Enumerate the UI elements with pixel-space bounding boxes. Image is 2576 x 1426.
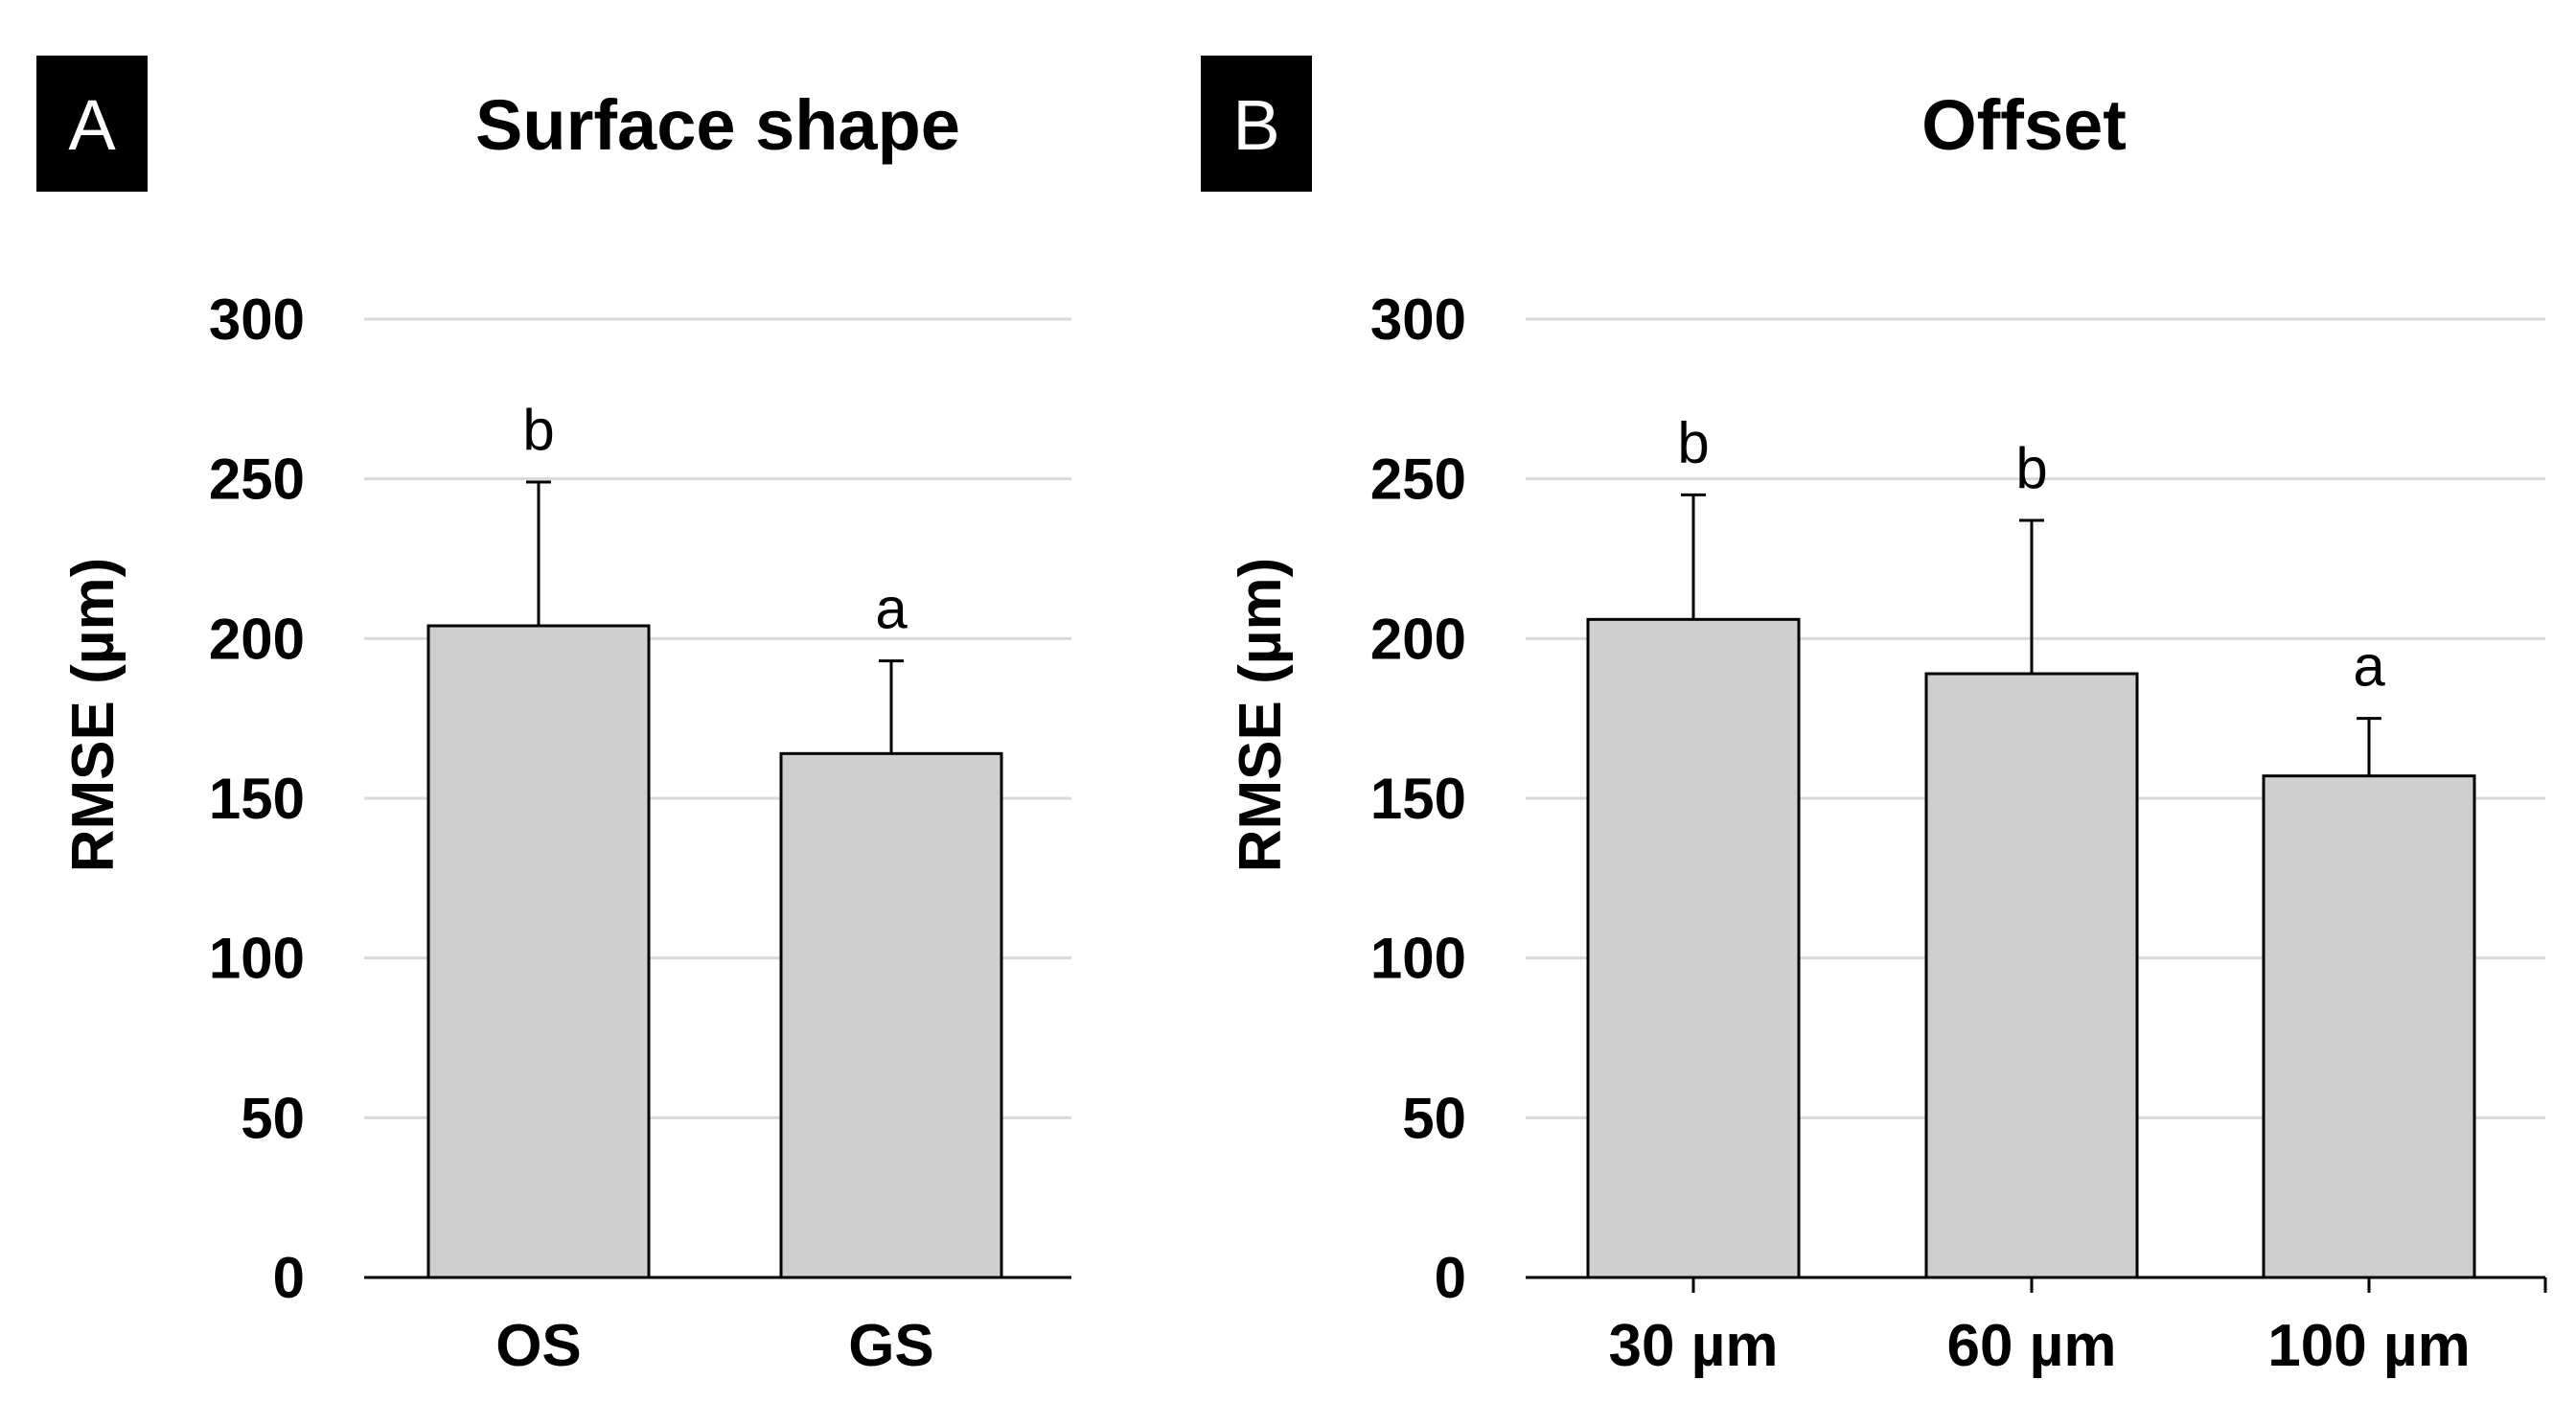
panel-a-significance-label: b: [522, 398, 554, 462]
panel-b-significance-label: b: [2015, 436, 2047, 500]
panel-a-bar: [779, 751, 1003, 1279]
panel-a-significance-label: a: [875, 577, 908, 641]
panel-b-title: Offset: [1921, 85, 2127, 165]
panel-b-category-label: 30 µm: [1608, 1313, 1778, 1379]
panel-b-bar: [1586, 617, 1801, 1279]
panel-b-significance-label: a: [2353, 634, 2385, 699]
panel-a-y-tick-label: 0: [273, 1246, 305, 1310]
panel-b-y-tick-label: 300: [1370, 288, 1466, 352]
panel-b-bar: [2262, 774, 2476, 1279]
panel-a-plot: 0 50 100 150 200 250 300 b OS a GS: [209, 288, 1071, 1379]
panel-a-category-label: OS: [495, 1313, 582, 1379]
panel-b-plot: 0 50 100 150 200 250 300 b 30 µm b 60 µm a 100 µm: [1370, 288, 2547, 1379]
panel-b-y-tick-label: 50: [1402, 1086, 1466, 1150]
panel-a-y-axis-label: RMSE (µm): [60, 558, 126, 873]
panel-b-category-label: 100 µm: [2267, 1313, 2471, 1379]
panel-a-bar: [426, 624, 651, 1279]
panel-a-label: A: [68, 85, 116, 165]
panel-b: B Offset RMSE (µm) 0 50 100 150 200 250 300 b 30…: [1201, 56, 2547, 1379]
panel-a-y-tick-label: 250: [209, 448, 305, 512]
panel-b-y-tick-label: 100: [1370, 927, 1466, 991]
panel-a-y-tick-label: 200: [209, 607, 305, 671]
panel-b-y-tick-label: 0: [1435, 1246, 1466, 1310]
panel-b-y-tick-label: 150: [1370, 767, 1466, 831]
panel-b-bar: [1924, 672, 2139, 1279]
panel-b-significance-label: b: [1677, 410, 1709, 474]
panel-b-y-axis-label: RMSE (µm): [1228, 558, 1294, 873]
panel-b-label-box: [1201, 56, 1312, 192]
panel-a-y-tick-label: 100: [209, 927, 305, 991]
panel-a-y-tick-label: 150: [209, 767, 305, 831]
panel-a-y-tick-label: 300: [209, 288, 305, 352]
panel-b-y-tick-label: 250: [1370, 448, 1466, 512]
panel-b-category-label: 60 µm: [1946, 1313, 2116, 1379]
panel-b-label: B: [1232, 85, 1279, 165]
panel-b-y-tick-label: 200: [1370, 607, 1466, 671]
panel-a-label-box: [36, 56, 148, 192]
panel-a-category-label: GS: [848, 1313, 934, 1379]
panel-a: A Surface shape RMSE (µm) 0 50 100 150 200 25…: [36, 56, 1071, 1379]
panel-a-title: Surface shape: [475, 85, 960, 165]
panel-a-y-tick-label: 50: [241, 1086, 305, 1150]
